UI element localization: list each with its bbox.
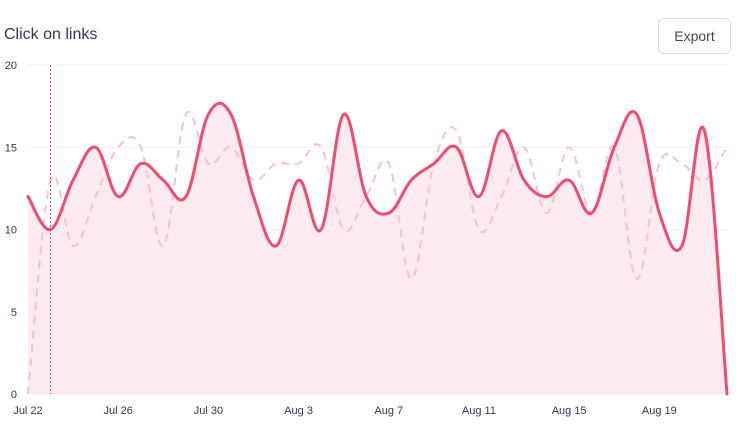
dashed-series-point[interactable] bbox=[92, 193, 100, 201]
solid-series-point[interactable] bbox=[633, 110, 641, 118]
dashed-series-point[interactable] bbox=[475, 226, 483, 234]
export-button[interactable]: Export bbox=[658, 18, 731, 54]
solid-series-point[interactable] bbox=[723, 390, 731, 398]
x-axis: Jul 22 Jul 26 Jul 30 Aug 3 Aug 7 Aug 11 Aug 15… bbox=[13, 405, 676, 417]
y-tick-label: 5 bbox=[11, 307, 17, 319]
x-tick-label: Aug 15 bbox=[552, 405, 587, 417]
y-axis: 0 5 10 15 20 bbox=[5, 60, 17, 401]
dashed-series-point[interactable] bbox=[272, 160, 280, 168]
dashed-series-point[interactable] bbox=[520, 143, 528, 151]
solid-series-point[interactable] bbox=[565, 176, 573, 184]
x-tick-label: Jul 30 bbox=[194, 405, 223, 417]
dashed-series-point[interactable] bbox=[610, 143, 618, 151]
x-tick-label: Aug 11 bbox=[462, 405, 496, 417]
dashed-series-point[interactable] bbox=[700, 176, 708, 184]
solid-series-point[interactable] bbox=[182, 193, 190, 201]
dashed-series-point[interactable] bbox=[114, 143, 122, 151]
y-tick-label: 20 bbox=[5, 60, 17, 72]
dashed-series-point[interactable] bbox=[655, 160, 663, 168]
dashed-series-point[interactable] bbox=[452, 127, 460, 135]
dashed-series-point[interactable] bbox=[204, 160, 212, 168]
dashed-series-point[interactable] bbox=[24, 390, 32, 398]
dashed-series-point[interactable] bbox=[723, 143, 731, 151]
panel-header: Click on links Export bbox=[0, 0, 747, 60]
dashed-series-line bbox=[27, 110, 728, 395]
solid-series-point[interactable] bbox=[498, 127, 506, 135]
solid-series-point[interactable] bbox=[114, 193, 122, 201]
solid-series-point[interactable] bbox=[159, 176, 167, 184]
dashed-series-point[interactable] bbox=[633, 275, 641, 283]
dashed-series-point[interactable] bbox=[340, 226, 348, 234]
solid-series-point[interactable] bbox=[475, 193, 483, 201]
solid-series-point[interactable] bbox=[272, 242, 280, 250]
y-tick-label: 15 bbox=[5, 142, 17, 154]
x-tick-label: Jul 22 bbox=[13, 405, 42, 417]
solid-series-point[interactable] bbox=[24, 193, 32, 201]
dashed-series-point[interactable] bbox=[430, 160, 438, 168]
x-tick-label: Aug 3 bbox=[284, 405, 313, 417]
dashed-series-point[interactable] bbox=[227, 143, 235, 151]
solid-series-point[interactable] bbox=[204, 110, 212, 118]
dashed-series-point[interactable] bbox=[317, 143, 325, 151]
dashed-series-point[interactable] bbox=[498, 193, 506, 201]
solid-series-point[interactable] bbox=[407, 176, 415, 184]
solid-series-point[interactable] bbox=[655, 209, 663, 217]
y-tick-label: 10 bbox=[5, 225, 17, 237]
solid-series-point[interactable] bbox=[385, 209, 393, 217]
x-tick-label: Jul 26 bbox=[104, 405, 133, 417]
solid-series-line bbox=[26, 101, 729, 396]
solid-series-point[interactable] bbox=[69, 176, 77, 184]
dashed-series-point[interactable] bbox=[588, 209, 596, 217]
dashed-series-point[interactable] bbox=[565, 143, 573, 151]
solid-series-point[interactable] bbox=[249, 193, 257, 201]
solid-series-point[interactable] bbox=[340, 110, 348, 118]
series-area-fill bbox=[28, 103, 727, 394]
dashed-series-point[interactable] bbox=[47, 176, 55, 184]
y-tick-label: 0 bbox=[11, 389, 17, 401]
solid-series-point[interactable] bbox=[678, 242, 686, 250]
dashed-series-point[interactable] bbox=[295, 160, 303, 168]
solid-series-point[interactable] bbox=[227, 110, 235, 118]
solid-series-point[interactable] bbox=[92, 143, 100, 151]
dashed-series-point[interactable] bbox=[678, 160, 686, 168]
dashed-series-point[interactable] bbox=[362, 193, 370, 201]
dashed-series-point[interactable] bbox=[159, 242, 167, 250]
solid-series-point[interactable] bbox=[295, 176, 303, 184]
dashed-series-point[interactable] bbox=[137, 143, 145, 151]
solid-series-point[interactable] bbox=[520, 176, 528, 184]
dashed-series-point[interactable] bbox=[407, 275, 415, 283]
chart-title: Click on links bbox=[4, 26, 98, 43]
solid-series-point[interactable] bbox=[137, 160, 145, 168]
x-tick-label: Aug 19 bbox=[642, 405, 677, 417]
solid-series-point[interactable] bbox=[47, 226, 55, 234]
solid-series-point[interactable] bbox=[317, 226, 325, 234]
dashed-series-point[interactable] bbox=[543, 209, 551, 217]
solid-series-point[interactable] bbox=[543, 193, 551, 201]
dashed-series-point[interactable] bbox=[182, 110, 190, 118]
dashed-series-point[interactable] bbox=[249, 176, 257, 184]
dashed-series-point[interactable] bbox=[385, 160, 393, 168]
solid-series-point[interactable] bbox=[452, 143, 460, 151]
solid-series-point[interactable] bbox=[700, 127, 708, 135]
dashed-series-point[interactable] bbox=[69, 242, 77, 250]
x-tick-label: Aug 7 bbox=[374, 405, 403, 417]
